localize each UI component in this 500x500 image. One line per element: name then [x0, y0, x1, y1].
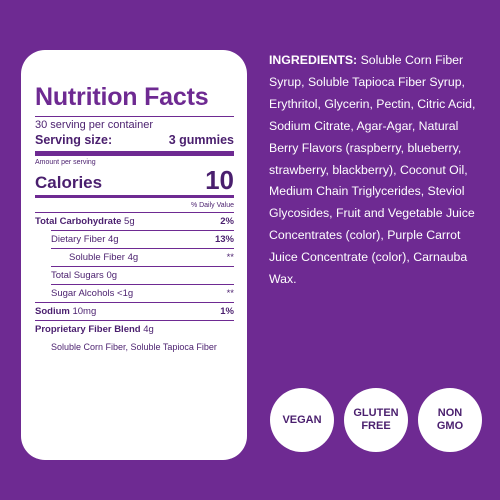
nutrient-row-dietary-fiber: Dietary Fiber 4g 13% [35, 231, 234, 248]
nutrient-pct: ** [226, 288, 234, 299]
divider [51, 248, 234, 249]
nutrient-pct: ** [226, 252, 234, 263]
divider [35, 212, 234, 213]
nutrient-row-sodium: Sodium 10mg 1% [35, 303, 234, 320]
nutrient-row-soluble-fiber: Soluble Fiber 4g ** [35, 249, 234, 266]
nutrient-amount: 4g [127, 252, 139, 263]
ingredients-list: Soluble Corn Fiber Syrup, Soluble Tapioc… [269, 53, 476, 287]
servings-per-container: 30 serving per container [35, 119, 154, 131]
serving-size-row: Serving size: 3 gummies [35, 132, 234, 151]
nutrient-pct: 2% [220, 216, 234, 227]
nutrient-row-sugar-alcohols: Sugar Alcohols <1g ** [35, 285, 234, 302]
nutrient-label: Proprietary Fiber Blend [35, 324, 141, 335]
daily-value-header: % Daily Value [190, 202, 234, 209]
gluten-free-badge: GLUTEN FREE [344, 388, 408, 452]
nutrient-amount: 4g [143, 324, 154, 335]
serving-size-label: Serving size: [35, 133, 113, 147]
divider [35, 195, 234, 198]
nutrient-amount: 4g [108, 234, 119, 245]
nutrient-amount: 0g [106, 270, 118, 281]
calories-label: Calories [35, 173, 103, 192]
ingredients-label: INGREDIENTS: [269, 53, 358, 67]
nutrient-label: Dietary Fiber [51, 234, 106, 245]
nutrient-label: Sodium [35, 306, 70, 317]
nutrient-label: Total Sugars [51, 270, 104, 281]
nutrition-facts-title: Nutrition Facts [35, 83, 209, 111]
divider [51, 266, 234, 267]
nutrition-facts-panel: Nutrition Facts 30 serving per container… [21, 50, 247, 460]
calories-value: 10 [205, 165, 234, 195]
divider [51, 230, 234, 231]
nutrient-amount: <1g [117, 288, 134, 299]
blend-detail: Soluble Corn Fiber, Soluble Tapioca Fibe… [51, 342, 217, 352]
badge-row: VEGAN GLUTEN FREE NON GMO [270, 388, 482, 452]
nutrient-pct: 1% [220, 306, 234, 317]
amount-per-serving: Amount per serving [35, 159, 96, 166]
nutrient-label: Total Carbohydrate [35, 216, 122, 227]
serving-size-value: 3 gummies [168, 133, 234, 147]
divider [35, 116, 234, 117]
nutrient-amount: 5g [124, 216, 135, 227]
nutrient-row-proprietary-blend: Proprietary Fiber Blend 4g [35, 321, 234, 338]
divider [51, 284, 234, 285]
ingredients-text: INGREDIENTS: Soluble Corn Fiber Syrup, S… [269, 50, 484, 291]
nutrient-label: Sugar Alcohols [51, 288, 115, 299]
non-gmo-badge: NON GMO [418, 388, 482, 452]
calories-row: Calories 10 [35, 167, 234, 195]
divider [35, 302, 234, 303]
vegan-badge: VEGAN [270, 388, 334, 452]
nutrient-row-total-carbohydrate: Total Carbohydrate 5g 2% [35, 213, 234, 230]
nutrient-row-total-sugars: Total Sugars 0g [35, 267, 234, 284]
divider [35, 320, 234, 321]
nutrient-pct: 13% [214, 234, 234, 245]
nutrient-amount: 10mg [72, 306, 97, 317]
nutrient-label: Soluble Fiber [69, 252, 125, 263]
divider [35, 151, 234, 156]
